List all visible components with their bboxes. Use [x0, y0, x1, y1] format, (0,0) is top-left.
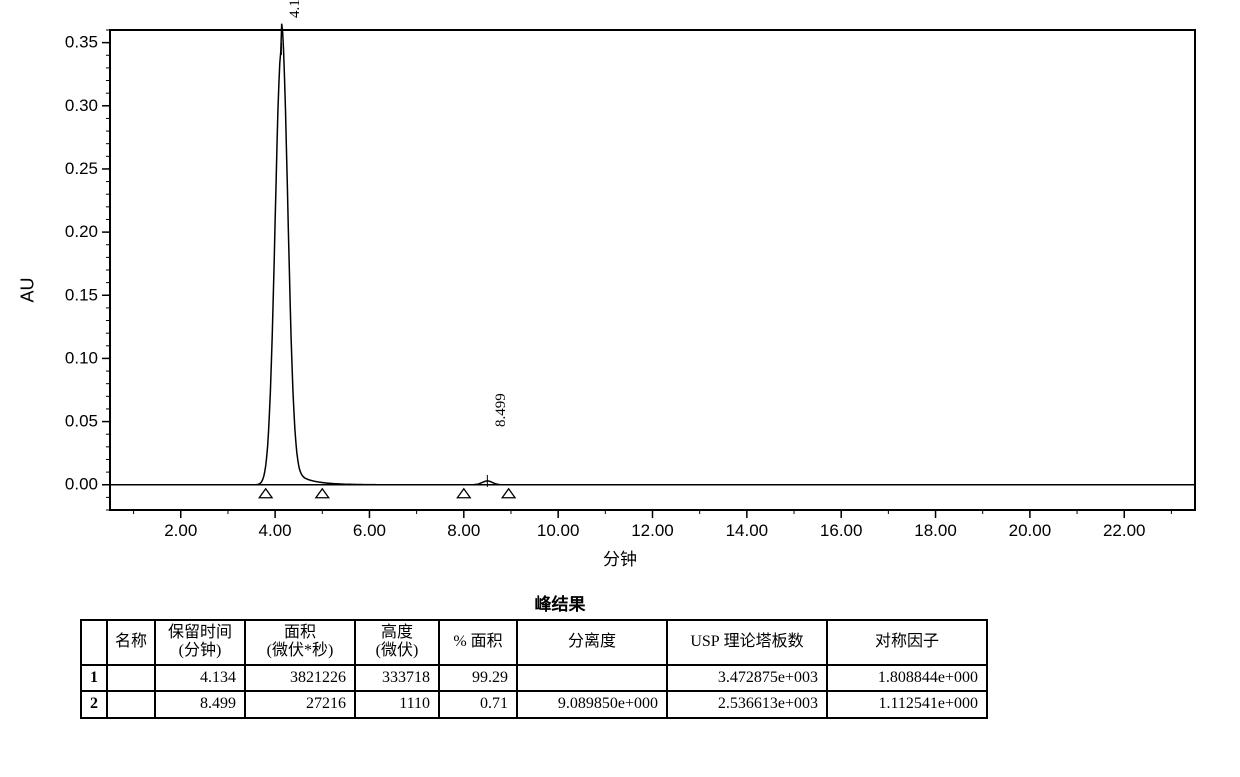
- cell-height: 333718: [355, 665, 439, 691]
- svg-text:0.30: 0.30: [65, 96, 98, 115]
- cell-plates: 3.472875e+003: [667, 665, 827, 691]
- chromatogram-chart: 0.00 0.05 0.10 0.15 0.20 0.25 0.30 0.35 2.00 4.00…: [20, 10, 1220, 570]
- svg-text:4.00: 4.00: [259, 521, 292, 540]
- cell-area_pct: 0.71: [439, 691, 517, 717]
- table-row: 2 8.4992721611100.719.089850e+0002.536613…: [81, 691, 987, 717]
- svg-text:0.20: 0.20: [65, 222, 98, 241]
- cell-tailing: 1.808844e+000: [827, 665, 987, 691]
- svg-text:6.00: 6.00: [353, 521, 386, 540]
- cell-area_pct: 99.29: [439, 665, 517, 691]
- cell-rt: 8.499: [155, 691, 245, 717]
- table-title: 峰结果: [80, 590, 1040, 615]
- x-axis-label: 分钟: [603, 545, 637, 570]
- col-header-area_pct: % 面积: [439, 620, 517, 665]
- cell-area: 27216: [245, 691, 355, 717]
- col-header-resolution: 分离度: [517, 620, 667, 665]
- col-header-rt: 保留时间(分钟): [155, 620, 245, 665]
- table-row: 1 4.134382122633371899.29 3.472875e+0031.8…: [81, 665, 987, 691]
- peak-results-table: 名称保留时间(分钟)面积(微伏*秒)高度(微伏)% 面积分离度USP 理论塔板数…: [80, 619, 988, 719]
- svg-text:0.00: 0.00: [65, 475, 98, 494]
- svg-text:22.00: 22.00: [1103, 521, 1146, 540]
- cell-name: [107, 665, 155, 691]
- svg-text:0.35: 0.35: [65, 33, 98, 52]
- col-header-name: 名称: [107, 620, 155, 665]
- peak-results-section: 峰结果 名称保留时间(分钟)面积(微伏*秒)高度(微伏)% 面积分离度USP 理…: [80, 590, 1040, 719]
- svg-text:0.25: 0.25: [65, 159, 98, 178]
- cell-area: 3821226: [245, 665, 355, 691]
- peak-label-2: 8.499: [493, 393, 510, 427]
- peak-label-1: 4.134: [287, 0, 304, 18]
- cell-resolution: 9.089850e+000: [517, 691, 667, 717]
- cell-plates: 2.536613e+003: [667, 691, 827, 717]
- y-axis-label: AU: [18, 277, 39, 302]
- svg-text:12.00: 12.00: [631, 521, 674, 540]
- svg-text:16.00: 16.00: [820, 521, 863, 540]
- svg-text:0.05: 0.05: [65, 412, 98, 431]
- svg-text:14.00: 14.00: [726, 521, 769, 540]
- col-header-idx: [81, 620, 107, 665]
- cell-height: 1110: [355, 691, 439, 717]
- svg-text:8.00: 8.00: [447, 521, 480, 540]
- col-header-area: 面积(微伏*秒): [245, 620, 355, 665]
- cell-idx: 2: [81, 691, 107, 717]
- svg-text:18.00: 18.00: [914, 521, 957, 540]
- col-header-height: 高度(微伏): [355, 620, 439, 665]
- svg-text:2.00: 2.00: [164, 521, 197, 540]
- cell-rt: 4.134: [155, 665, 245, 691]
- cell-name: [107, 691, 155, 717]
- cell-tailing: 1.112541e+000: [827, 691, 987, 717]
- svg-text:20.00: 20.00: [1009, 521, 1052, 540]
- svg-text:10.00: 10.00: [537, 521, 580, 540]
- svg-text:0.15: 0.15: [65, 285, 98, 304]
- svg-text:0.10: 0.10: [65, 348, 98, 367]
- col-header-tailing: 对称因子: [827, 620, 987, 665]
- cell-resolution: [517, 665, 667, 691]
- cell-idx: 1: [81, 665, 107, 691]
- col-header-plates: USP 理论塔板数: [667, 620, 827, 665]
